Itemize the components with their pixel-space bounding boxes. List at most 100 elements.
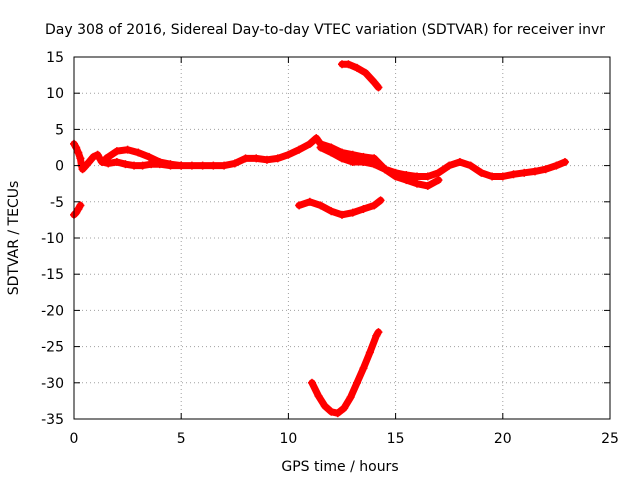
data-point <box>273 154 282 163</box>
data-point <box>241 154 250 163</box>
data-point <box>359 205 368 214</box>
data-point <box>295 201 304 210</box>
data-point <box>365 348 374 357</box>
data-point <box>145 152 154 161</box>
series-track-deep-arc <box>308 328 382 417</box>
data-point <box>252 154 261 163</box>
x-tick-label: 0 <box>70 431 79 447</box>
data-point <box>445 161 454 170</box>
data-point <box>423 181 432 190</box>
y-tick-label: 10 <box>46 86 64 102</box>
data-point <box>348 150 357 159</box>
ticks: 0 5 10 15 20 25 15 10 5 0 -5 -10 -15 -20 -25 -30 -35 <box>41 50 619 447</box>
data-point <box>380 165 389 174</box>
data-point <box>340 404 349 413</box>
data-point <box>198 161 207 170</box>
data-point <box>327 148 336 157</box>
data-point <box>112 157 121 166</box>
y-tick-label: 0 <box>55 159 64 175</box>
data-point <box>477 168 486 177</box>
data-point <box>361 68 370 77</box>
data-point <box>177 161 186 170</box>
data-point <box>284 150 293 159</box>
data-point <box>209 161 218 170</box>
data-point <box>344 60 353 69</box>
data-point <box>370 78 379 87</box>
data-point <box>89 152 98 161</box>
data-point <box>123 145 132 154</box>
data-point <box>316 143 325 152</box>
data-point <box>305 197 314 206</box>
data-point <box>187 161 196 170</box>
data-point <box>359 157 368 166</box>
y-tick-label: -20 <box>41 303 64 319</box>
data-point <box>353 378 362 387</box>
data-point <box>76 201 85 210</box>
series-track-mid-negative <box>295 196 385 219</box>
data-point <box>338 210 346 219</box>
data-point <box>102 154 111 163</box>
data-point <box>466 161 475 170</box>
data-point <box>391 168 400 177</box>
data-point <box>530 167 539 176</box>
series-layer <box>70 60 569 418</box>
data-point <box>348 208 357 217</box>
data-point <box>434 176 443 185</box>
x-tick-label: 15 <box>387 431 405 447</box>
data-point <box>312 134 321 143</box>
data-point <box>374 328 383 337</box>
data-point <box>85 157 94 166</box>
series-track-start-negative <box>70 201 84 219</box>
data-point <box>455 157 464 166</box>
data-point <box>316 201 325 210</box>
x-tick-label: 10 <box>279 431 297 447</box>
data-point <box>155 157 164 166</box>
y-tick-label: 5 <box>55 122 64 138</box>
y-axis-label: SDTVAR / TECUs <box>6 181 22 296</box>
y-tick-label: -10 <box>41 231 64 247</box>
data-point <box>327 407 336 416</box>
data-point <box>402 171 411 180</box>
data-point <box>413 172 422 181</box>
data-point <box>130 161 139 170</box>
data-point <box>488 172 497 181</box>
data-point <box>307 378 316 387</box>
data-point <box>376 196 385 205</box>
data-point <box>320 401 329 410</box>
y-tick-label: -25 <box>41 340 64 356</box>
series-track-main-end <box>370 154 569 180</box>
data-point <box>121 160 130 169</box>
data-point <box>80 163 89 172</box>
data-point <box>560 157 569 166</box>
data-point <box>333 409 342 418</box>
data-point <box>374 83 383 92</box>
data-point <box>314 391 323 400</box>
data-point <box>423 172 432 181</box>
x-tick-label: 5 <box>177 431 186 447</box>
grid <box>74 57 610 419</box>
data-point <box>166 160 175 169</box>
data-point <box>509 170 518 179</box>
x-tick-label: 25 <box>601 431 619 447</box>
data-point <box>359 364 368 373</box>
y-tick-label: -5 <box>50 195 64 211</box>
data-point <box>370 201 379 210</box>
x-axis-label: GPS time / hours <box>281 459 398 475</box>
data-point <box>552 161 561 170</box>
chart-title: Day 308 of 2016, Sidereal Day-to-day VTE… <box>45 22 605 38</box>
data-point <box>134 148 143 157</box>
y-tick-label: -15 <box>41 267 64 283</box>
data-point <box>262 155 271 164</box>
data-point <box>370 154 379 163</box>
data-point <box>230 159 239 168</box>
y-tick-label: 15 <box>46 50 64 66</box>
data-point <box>346 393 355 402</box>
data-point <box>138 161 147 170</box>
data-point <box>348 157 357 166</box>
data-point <box>295 145 304 154</box>
data-point <box>353 63 362 72</box>
data-point <box>338 154 346 163</box>
data-point <box>220 161 229 170</box>
data-point <box>520 168 529 177</box>
